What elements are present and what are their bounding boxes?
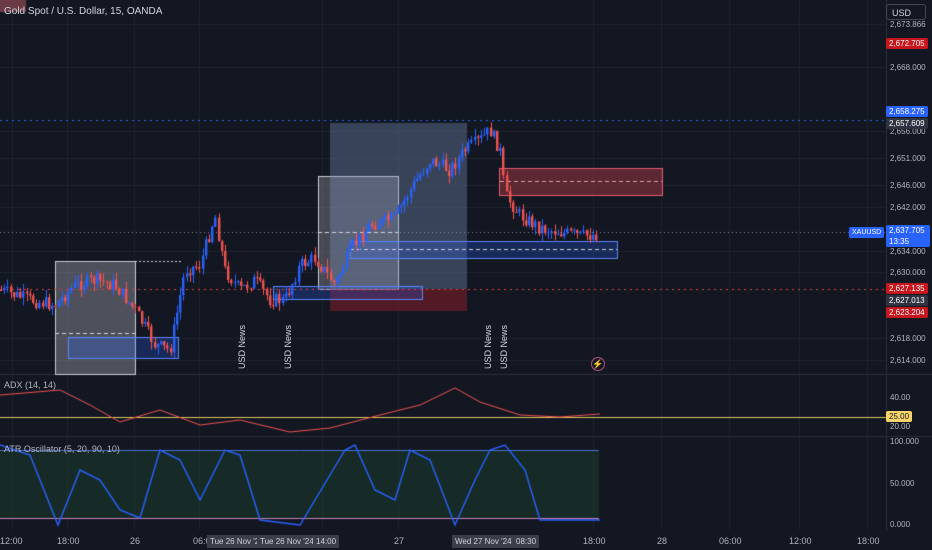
time-tick: 12:00 bbox=[789, 536, 812, 546]
price-tag-support: 2,627.135 bbox=[886, 283, 928, 294]
price-tag-level: 2,657.609 bbox=[886, 118, 928, 129]
price-tag-level: 2,627.013 bbox=[886, 295, 928, 306]
crosshair-time-label: 14:00 bbox=[313, 535, 340, 548]
atr-tick: 100.000 bbox=[890, 437, 919, 446]
adx-title: ADX (14, 14) bbox=[4, 380, 57, 390]
price-tag-high: 2,658.275 bbox=[886, 106, 928, 117]
adx-tick: 40.00 bbox=[890, 393, 911, 402]
time-tick: 18:00 bbox=[583, 536, 606, 546]
price-tag-resistance: 2,672.705 bbox=[886, 38, 928, 49]
countdown: 13:35 bbox=[889, 237, 910, 246]
time-tick: 18:00 bbox=[857, 536, 880, 546]
time-tick: 06:00 bbox=[719, 536, 742, 546]
adx-level-tag: 25.00 bbox=[886, 411, 913, 422]
price-tick: 2,673.866 bbox=[890, 20, 926, 29]
crosshair-time-label: Tue 26 Nov '24 bbox=[257, 535, 317, 548]
time-tick: 28 bbox=[657, 536, 668, 546]
currency-button[interactable]: USD bbox=[886, 4, 926, 20]
crosshair-time-label: Wed 27 Nov '24 bbox=[452, 535, 515, 548]
atr-title: ATR Oscillator (5, 20, 90, 10) bbox=[4, 444, 120, 454]
price-tick: 2,634.000 bbox=[890, 247, 926, 256]
time-tick: 06:0 bbox=[193, 536, 211, 546]
symbol-title: Gold Spot / U.S. Dollar, 15, OANDA bbox=[4, 6, 163, 17]
time-tick: 26 bbox=[130, 536, 141, 546]
price-tick: 2,630.000 bbox=[890, 268, 926, 277]
current-price: 2,637.705 bbox=[889, 226, 925, 235]
price-tick: 2,614.000 bbox=[890, 356, 926, 365]
price-tick: 2,656.000 bbox=[890, 127, 926, 136]
news-label: USD News bbox=[483, 324, 493, 369]
crosshair-time-label: 08:30 bbox=[513, 535, 540, 548]
price-tick: 2,618.000 bbox=[890, 334, 926, 343]
adx-tick: 20.00 bbox=[890, 422, 911, 431]
news-label: USD News bbox=[237, 324, 247, 369]
lightning-icon[interactable]: ⚡ bbox=[591, 357, 605, 371]
crosshair-time-label: Tue 26 Nov '24 bbox=[207, 535, 267, 548]
time-tick: 27 bbox=[394, 536, 405, 546]
time-tick: 18:00 bbox=[57, 536, 80, 546]
price-tick: 2,668.000 bbox=[890, 63, 926, 72]
current-price-tag: 2,637.705 13:35 bbox=[886, 225, 930, 247]
price-tick: 2,642.000 bbox=[890, 203, 926, 212]
price-tag-low: 2,623.204 bbox=[886, 307, 928, 318]
atr-tick: 0.000 bbox=[890, 520, 911, 529]
atr-tick: 50.000 bbox=[890, 479, 915, 488]
time-tick: 12:00 bbox=[0, 536, 23, 546]
price-tick: 2,646.000 bbox=[890, 181, 926, 190]
price-tick: 2,651.000 bbox=[890, 154, 926, 163]
news-label: USD News bbox=[283, 324, 293, 369]
news-label: USD News bbox=[499, 324, 509, 369]
symbol-tag: XAUUSD bbox=[849, 227, 885, 238]
